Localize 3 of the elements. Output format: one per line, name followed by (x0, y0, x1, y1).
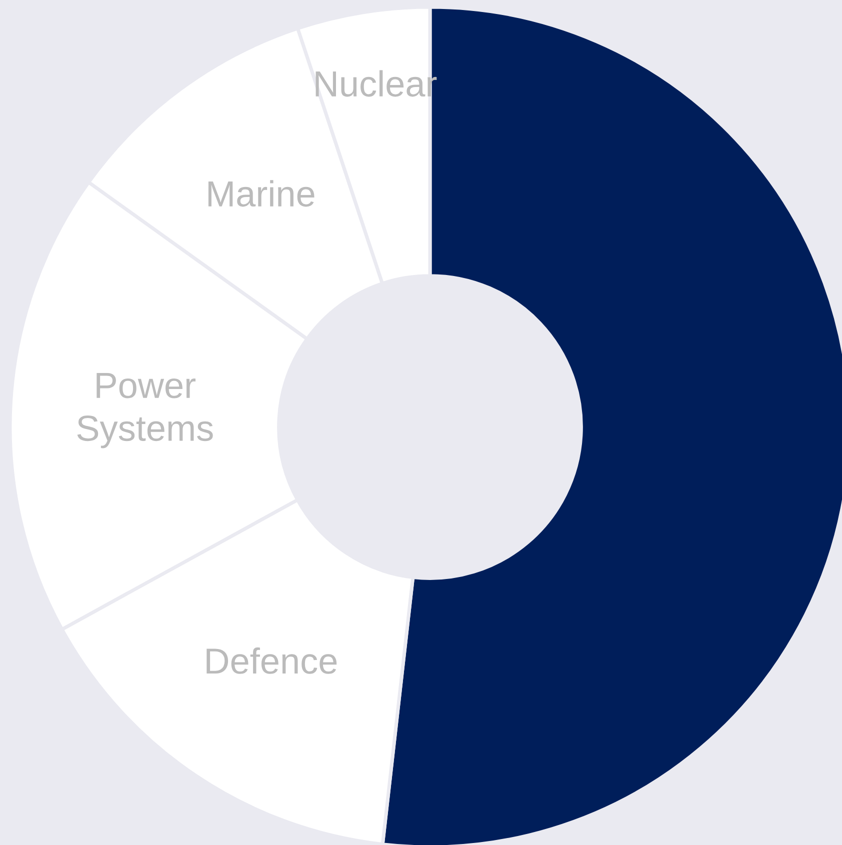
slice-label: Defence (206, 647, 337, 674)
slice-label: Marine (208, 180, 314, 207)
slice-label: Power Systems (77, 373, 213, 448)
